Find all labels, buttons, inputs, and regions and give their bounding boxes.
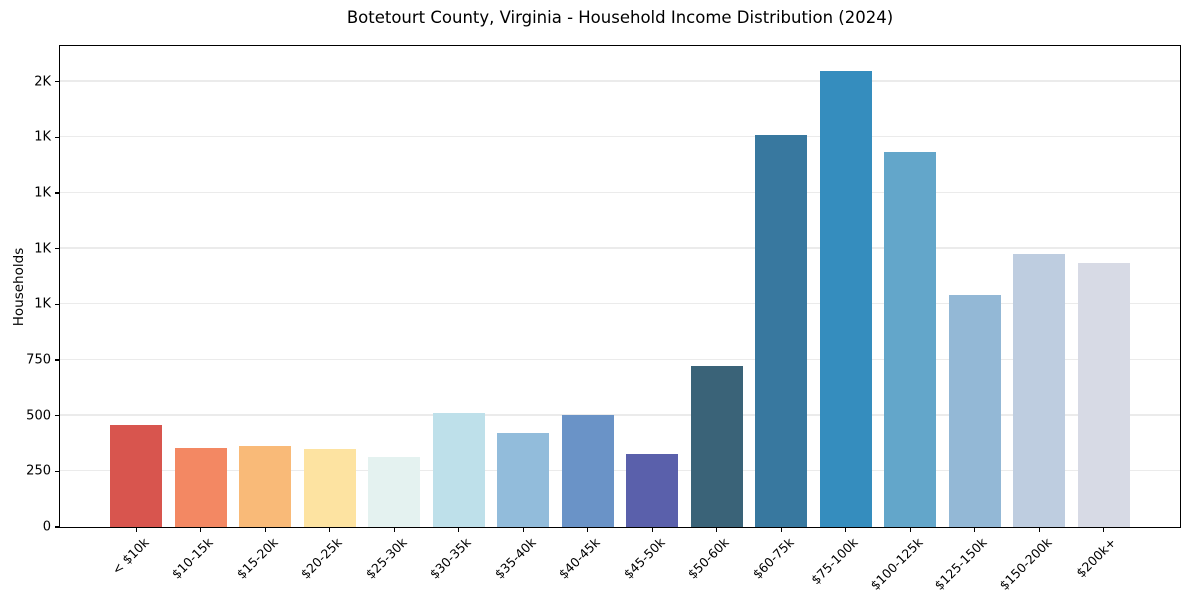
y-tick-mark-1750	[55, 136, 60, 139]
x-tick-mark-$125-150k	[974, 527, 976, 532]
x-tick-label-$45-50k: $45-50k	[620, 534, 668, 582]
x-tick-label-$40-45k: $40-45k	[555, 534, 603, 582]
x-tick-label-$125-150k: $125-150k	[931, 534, 990, 590]
bar-$15-20k	[239, 445, 292, 527]
x-tick-mark-$20-25k	[329, 527, 331, 532]
x-tick-label-< $10k: < $10k	[108, 534, 152, 578]
y-tick-mark-0	[55, 526, 60, 528]
y-axis-label: Households	[11, 247, 27, 327]
bar-$45-50k	[626, 453, 679, 527]
x-tick-mark-$30-35k	[458, 527, 460, 532]
x-tick-mark-$100-125k	[909, 527, 911, 532]
x-tick-mark-$50-60k	[716, 527, 718, 532]
x-tick-label-$35-40k: $35-40k	[491, 534, 539, 582]
x-tick-label-$50-60k: $50-60k	[684, 534, 732, 582]
gridline-1750	[60, 136, 1180, 138]
x-tick-label-$25-30k: $25-30k	[362, 534, 410, 582]
gridline-1000	[60, 303, 1180, 305]
bar-$50-60k	[690, 365, 743, 527]
y-tick-label-500: 500	[26, 408, 51, 424]
y-axis-ticks: 0 250 500 750 1K 1K 1K 1K 2K	[26, 46, 1180, 534]
gridline-500	[60, 414, 1180, 416]
bar-$30-35k	[432, 413, 485, 527]
gridline-250	[60, 470, 1180, 472]
x-tick-label-$30-35k: $30-35k	[426, 534, 474, 582]
gridline-1500	[60, 191, 1180, 193]
gridline-750	[60, 358, 1180, 360]
y-tick-label-1250: 1K	[34, 241, 51, 257]
y-tick-mark-1500	[55, 192, 60, 194]
y-tick-mark-1250	[55, 247, 60, 250]
x-tick-mark-$25-30k	[393, 527, 395, 532]
bar-$60-75k	[755, 135, 808, 527]
x-tick-mark-$45-50k	[651, 527, 653, 532]
x-tick-label-$75-100k: $75-100k	[808, 534, 861, 588]
y-tick-label-1500: 1K	[34, 185, 51, 201]
y-tick-mark-2000	[55, 80, 60, 83]
bar-$100-125k	[884, 151, 937, 527]
x-tick-mark-$10-15k	[200, 527, 202, 532]
plot-area: 0 250 500 750 1K 1K 1K 1K 2K < $10k $10-15k $15-20…	[26, 45, 1181, 590]
x-tick-mark-$35-40k	[522, 527, 524, 532]
y-tick-label-1750: 1K	[34, 129, 51, 145]
bar-$35-40k	[497, 433, 550, 527]
y-tick-label-2000: 2K	[34, 74, 51, 90]
x-tick-label-$60-75k: $60-75k	[749, 534, 797, 582]
y-tick-mark-500	[55, 414, 60, 417]
x-tick-mark-$75-100k	[845, 527, 847, 532]
bar-$200k+	[1077, 263, 1130, 527]
bar-$150-200k	[1013, 254, 1066, 527]
x-tick-label-$100-125k: $100-125k	[867, 534, 926, 590]
y-tick-label-750: 750	[26, 352, 51, 368]
gridline-1250	[60, 247, 1180, 249]
bar-< $10k	[110, 424, 163, 527]
x-tick-mark-$40-45k	[587, 527, 589, 532]
x-tick-mark-$150-200k	[1038, 527, 1040, 532]
y-tick-mark-250	[55, 470, 60, 473]
bar-$75-100k	[819, 70, 872, 527]
y-tick-mark-1000	[55, 303, 60, 306]
y-tick-mark-750	[55, 359, 60, 361]
bar-$125-150k	[948, 295, 1001, 527]
bar-$20-25k	[303, 449, 356, 527]
gridlines-layer	[60, 46, 1180, 527]
chart-title: Botetourt County, Virginia - Household I…	[346, 8, 894, 27]
x-tick-label-$15-20k: $15-20k	[233, 534, 281, 582]
y-tick-label-0: 0	[42, 519, 51, 535]
x-tick-label-$200k+: $200k+	[1073, 534, 1119, 581]
x-tick-mark-< $10k	[135, 527, 137, 532]
bar-$25-30k	[368, 456, 421, 527]
x-tick-mark-$15-20k	[264, 527, 266, 532]
gridline-2000	[60, 80, 1180, 82]
x-tick-mark-$60-75k	[780, 527, 782, 532]
x-tick-label-$20-25k: $20-25k	[297, 534, 345, 582]
x-tick-label-$150-200k: $150-200k	[996, 534, 1055, 590]
bar-$40-45k	[561, 414, 614, 527]
x-axis-ticks: < $10k $10-15k $15-20k $20-25k $25-30k $30-35…	[60, 46, 1180, 590]
bars-layer	[60, 46, 1180, 527]
y-tick-label-250: 250	[26, 463, 51, 479]
y-tick-label-1000: 1K	[34, 296, 51, 312]
x-tick-mark-$200k+	[1103, 527, 1105, 532]
x-tick-label-$10-15k: $10-15k	[168, 534, 216, 582]
bar-$10-15k	[174, 447, 227, 527]
